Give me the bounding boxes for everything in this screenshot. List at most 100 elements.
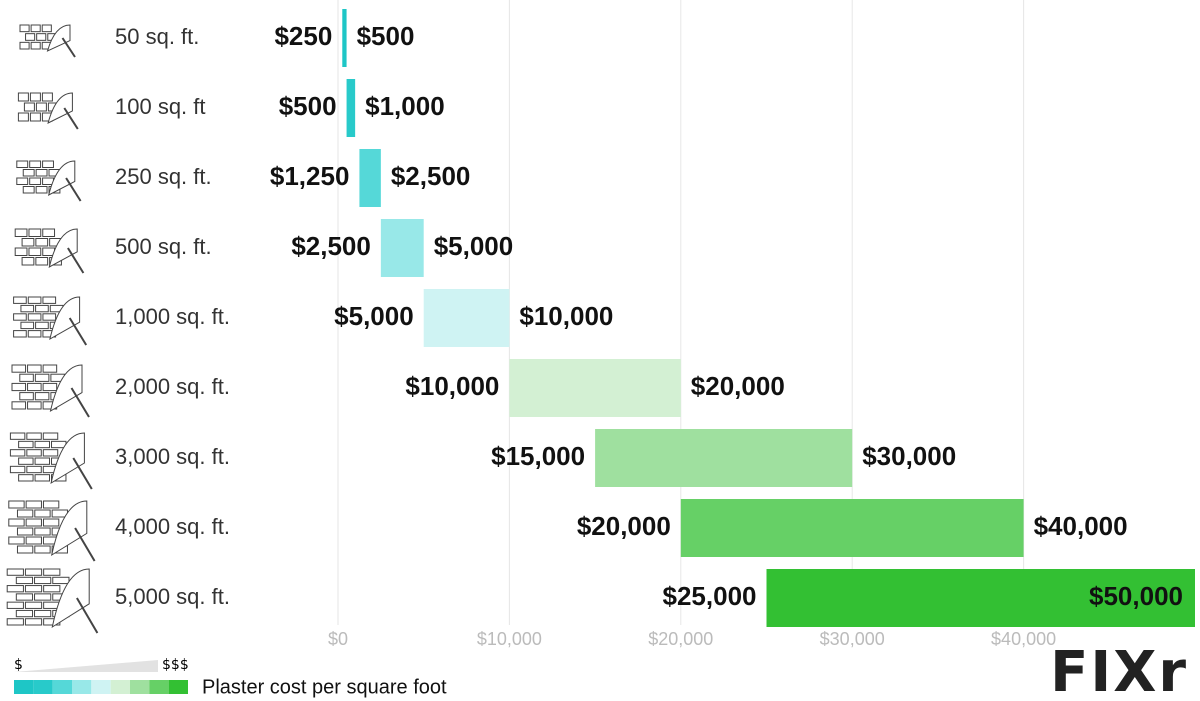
high-label: $1,000	[365, 91, 445, 121]
brick	[34, 609, 52, 618]
high-label: $20,000	[691, 371, 785, 401]
brick	[35, 238, 49, 247]
high-label: $50,000	[1089, 581, 1183, 611]
brick	[42, 160, 54, 168]
brick	[34, 509, 51, 518]
brick	[27, 296, 42, 304]
trowel	[46, 24, 71, 52]
brick	[9, 465, 26, 474]
bar	[595, 429, 853, 487]
low-label: $1,250	[270, 161, 350, 191]
brick	[26, 465, 42, 474]
category-label: 500 sq. ft.	[115, 234, 212, 259]
trowel-handle	[61, 37, 76, 58]
brick	[35, 304, 49, 313]
brick	[52, 576, 70, 585]
trowel	[47, 160, 76, 196]
brick	[34, 545, 51, 554]
brick	[19, 41, 30, 50]
brick	[16, 527, 34, 536]
bar	[342, 9, 347, 67]
brick	[6, 568, 24, 576]
bar	[680, 499, 1024, 557]
brick	[6, 618, 24, 626]
high-label: $40,000	[1034, 511, 1128, 541]
brick	[34, 373, 50, 382]
category-label: 1,000 sq. ft.	[115, 304, 230, 329]
legend-swatches	[14, 680, 188, 694]
legend-swatch	[14, 680, 34, 694]
bar	[380, 219, 424, 277]
trowel-handle	[74, 527, 96, 562]
brick	[16, 177, 29, 185]
high-label: $30,000	[862, 441, 956, 471]
brick	[35, 169, 48, 177]
legend-swatch	[149, 680, 169, 694]
legend-swatch	[72, 680, 92, 694]
brick	[21, 238, 35, 247]
brick	[19, 373, 34, 382]
low-label: $25,000	[663, 581, 757, 611]
high-label: $500	[357, 21, 415, 51]
brick	[15, 593, 34, 601]
legend-high: $$$	[162, 657, 189, 673]
low-label: $5,000	[334, 301, 414, 331]
high-label: $10,000	[519, 301, 613, 331]
brick	[36, 33, 47, 41]
bar	[423, 289, 510, 347]
trowel-handle	[70, 387, 90, 418]
trowel-handle	[72, 457, 93, 490]
brick	[41, 92, 53, 102]
brick	[34, 576, 52, 585]
brick	[24, 585, 43, 593]
legend-swatch	[52, 680, 72, 694]
brick	[34, 593, 52, 601]
brick	[13, 313, 27, 321]
legend-swatch	[33, 680, 53, 694]
low-label: $500	[279, 91, 337, 121]
brick	[27, 330, 42, 338]
brick	[42, 296, 57, 304]
brick	[42, 449, 59, 457]
brick	[14, 247, 28, 256]
category-label: 250 sq. ft.	[115, 164, 212, 189]
brick	[24, 618, 43, 626]
trowel	[49, 296, 81, 340]
trowel-handle	[76, 597, 99, 634]
brick	[17, 92, 29, 102]
brick	[8, 536, 25, 545]
bar	[346, 79, 356, 137]
legend-swatch	[91, 680, 111, 694]
brick	[30, 41, 41, 50]
brick	[29, 92, 41, 102]
trowel	[50, 432, 85, 485]
brick	[14, 228, 28, 237]
brick	[25, 518, 42, 527]
bar	[509, 359, 681, 417]
brick	[34, 440, 51, 449]
brick	[13, 330, 27, 338]
bars: 50 sq. ft. $250 $500 100 sq. ft $500 $1,000 25…	[115, 9, 1195, 627]
brick	[26, 449, 42, 457]
low-label: $2,500	[291, 231, 371, 261]
brick	[34, 527, 51, 536]
brick	[42, 313, 57, 321]
brick	[23, 102, 35, 112]
brick	[42, 364, 58, 373]
trowel	[49, 364, 83, 413]
brick	[30, 24, 41, 33]
brick	[8, 518, 25, 527]
brick	[6, 585, 24, 593]
legend-low: $	[14, 657, 23, 673]
brick	[18, 474, 34, 482]
trowel	[47, 92, 73, 124]
legend-swatch	[130, 680, 150, 694]
brick	[15, 576, 34, 585]
brick	[20, 304, 35, 313]
brick	[24, 601, 43, 609]
brick	[15, 609, 34, 618]
legend-text: Plaster cost per square foot	[202, 676, 447, 698]
bar	[359, 149, 381, 207]
brick	[43, 568, 61, 576]
brick	[29, 177, 42, 185]
